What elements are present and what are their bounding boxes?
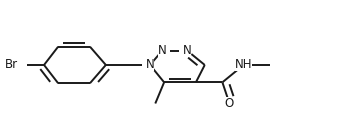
- Text: N: N: [183, 44, 192, 57]
- Text: Br: Br: [4, 58, 18, 71]
- Text: NH: NH: [235, 58, 252, 71]
- Text: O: O: [225, 97, 234, 110]
- Text: N: N: [146, 58, 154, 71]
- Text: N: N: [158, 44, 167, 57]
